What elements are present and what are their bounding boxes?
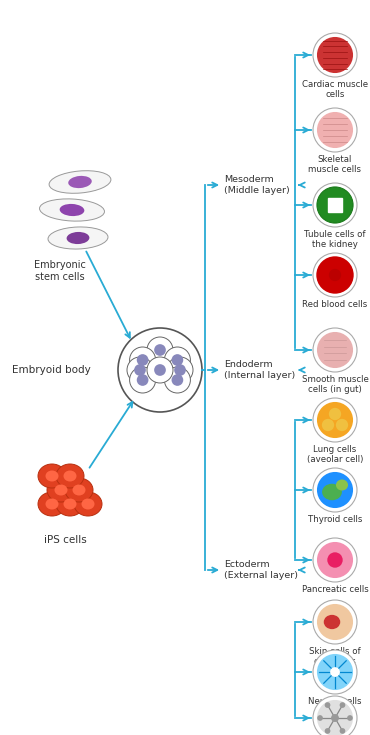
Circle shape — [313, 696, 357, 735]
Circle shape — [172, 354, 183, 366]
Ellipse shape — [40, 199, 104, 221]
Ellipse shape — [48, 227, 108, 249]
Circle shape — [172, 374, 183, 386]
Circle shape — [313, 398, 357, 442]
Circle shape — [317, 402, 353, 438]
Ellipse shape — [81, 498, 94, 509]
Ellipse shape — [64, 498, 77, 509]
Circle shape — [313, 253, 357, 297]
Ellipse shape — [64, 470, 77, 481]
Circle shape — [317, 112, 353, 148]
Ellipse shape — [324, 615, 340, 629]
Circle shape — [154, 364, 166, 376]
Ellipse shape — [73, 484, 85, 495]
Text: Smooth muscle
cells (in gut): Smooth muscle cells (in gut) — [302, 375, 369, 395]
Ellipse shape — [74, 492, 102, 516]
Circle shape — [164, 347, 191, 373]
Text: Embryoid body: Embryoid body — [12, 365, 91, 375]
Ellipse shape — [54, 484, 67, 495]
Text: Cardiac muscle
cells: Cardiac muscle cells — [302, 80, 368, 99]
Circle shape — [317, 472, 353, 508]
Ellipse shape — [67, 232, 90, 244]
Circle shape — [317, 332, 353, 368]
Text: Thyroid cells: Thyroid cells — [308, 515, 362, 524]
Circle shape — [167, 357, 193, 383]
Circle shape — [317, 187, 353, 223]
Circle shape — [130, 367, 156, 393]
Circle shape — [313, 183, 357, 227]
Circle shape — [317, 715, 323, 721]
Ellipse shape — [65, 478, 93, 502]
Circle shape — [313, 33, 357, 77]
Ellipse shape — [46, 498, 58, 509]
Text: Skin cells of
epidermis: Skin cells of epidermis — [309, 647, 361, 667]
Circle shape — [327, 552, 343, 567]
Circle shape — [317, 542, 353, 578]
Circle shape — [313, 468, 357, 512]
Ellipse shape — [49, 171, 111, 193]
Circle shape — [313, 650, 357, 694]
Circle shape — [336, 419, 348, 431]
Text: Mesoderm
(Middle layer): Mesoderm (Middle layer) — [224, 176, 290, 195]
Circle shape — [330, 667, 340, 677]
FancyBboxPatch shape — [328, 198, 342, 212]
Circle shape — [317, 37, 353, 73]
Circle shape — [164, 367, 191, 393]
Text: Red blood cells: Red blood cells — [302, 300, 368, 309]
Circle shape — [147, 337, 173, 363]
Circle shape — [316, 257, 354, 294]
Circle shape — [317, 604, 353, 640]
Text: Tubule cells of
the kidney: Tubule cells of the kidney — [304, 230, 366, 249]
Circle shape — [313, 538, 357, 582]
Text: Embryonic
stem cells: Embryonic stem cells — [34, 260, 86, 282]
Circle shape — [317, 654, 353, 690]
Circle shape — [147, 357, 173, 383]
Circle shape — [127, 357, 153, 383]
Ellipse shape — [38, 464, 66, 488]
Ellipse shape — [336, 479, 348, 490]
Circle shape — [329, 269, 341, 282]
Ellipse shape — [60, 204, 84, 216]
Text: Skeletal
muscle cells: Skeletal muscle cells — [309, 155, 361, 174]
Ellipse shape — [322, 484, 342, 501]
Circle shape — [174, 364, 186, 376]
Ellipse shape — [38, 492, 66, 516]
Text: iPS cells: iPS cells — [44, 535, 86, 545]
Circle shape — [130, 347, 156, 373]
Ellipse shape — [56, 492, 84, 516]
Text: Neuron cells: Neuron cells — [308, 697, 362, 706]
Circle shape — [322, 419, 334, 431]
Circle shape — [134, 364, 146, 376]
Text: Ectoderm
(External layer): Ectoderm (External layer) — [224, 560, 298, 580]
Circle shape — [340, 702, 345, 708]
Text: Lung cells
(aveolar cell): Lung cells (aveolar cell) — [307, 445, 363, 465]
Circle shape — [340, 728, 345, 734]
Circle shape — [347, 715, 353, 721]
Ellipse shape — [68, 176, 92, 188]
Text: Endoderm
(Internal layer): Endoderm (Internal layer) — [224, 360, 295, 380]
Ellipse shape — [56, 464, 84, 488]
Circle shape — [137, 354, 148, 366]
Circle shape — [324, 728, 330, 734]
Circle shape — [317, 700, 353, 735]
Circle shape — [118, 328, 202, 412]
Circle shape — [137, 374, 148, 386]
Text: Pancreatic cells: Pancreatic cells — [302, 585, 369, 594]
Ellipse shape — [46, 470, 58, 481]
Circle shape — [154, 344, 166, 356]
Circle shape — [313, 600, 357, 644]
Circle shape — [313, 328, 357, 372]
Circle shape — [324, 702, 330, 708]
Circle shape — [313, 108, 357, 152]
Circle shape — [329, 408, 341, 420]
Ellipse shape — [47, 478, 75, 502]
Circle shape — [331, 714, 339, 722]
